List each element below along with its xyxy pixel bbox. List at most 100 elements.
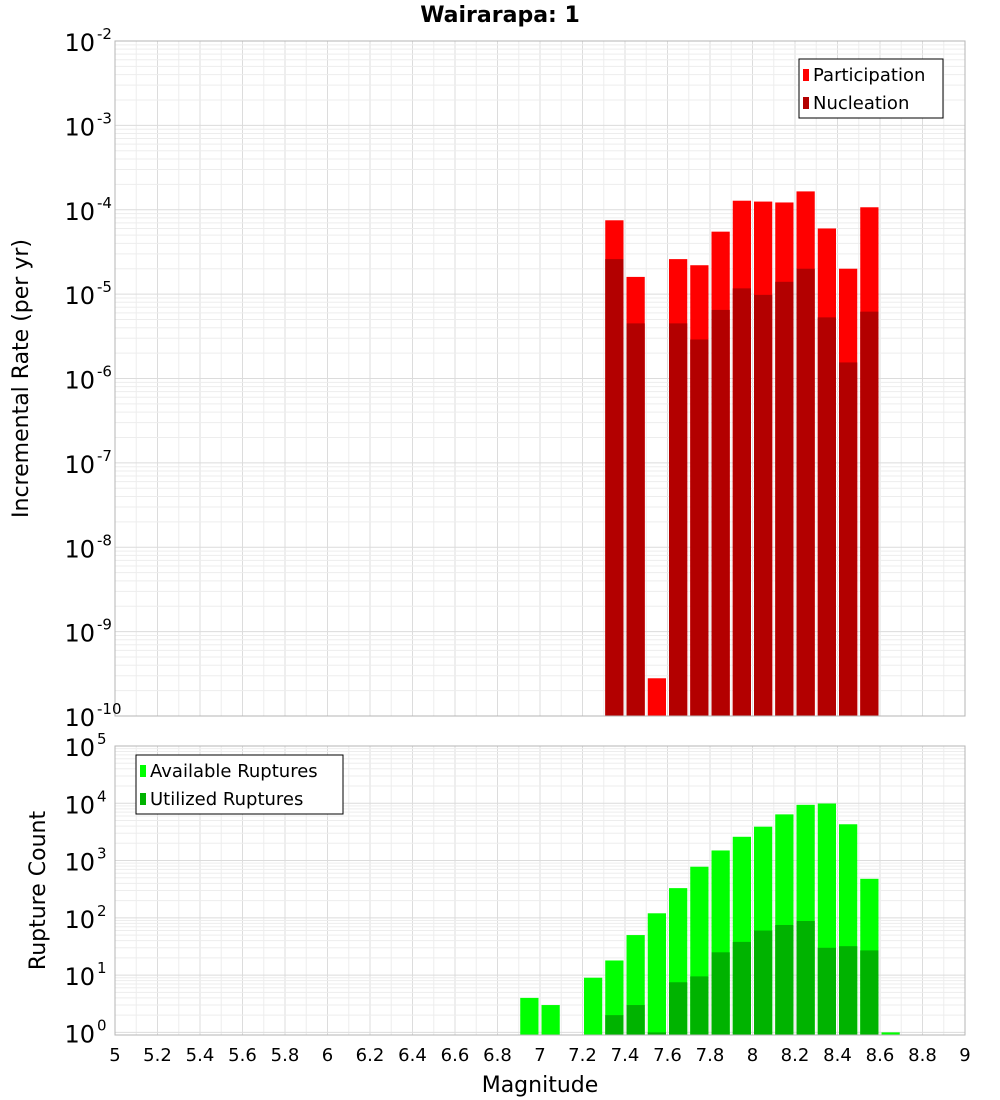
bar-nucleation (626, 323, 645, 716)
y-tick-label: 10 (64, 849, 95, 877)
legend-swatch (140, 793, 146, 805)
x-tick-label: 7.4 (611, 1045, 640, 1066)
x-tick-label: 5.4 (186, 1045, 215, 1066)
legend-swatch (140, 765, 146, 777)
bar-available-ruptures (520, 997, 539, 1035)
y-tick-label: 10 (64, 113, 95, 141)
bar-utilized-ruptures (775, 924, 794, 1035)
y-tick-exponent: -7 (97, 447, 112, 465)
y-tick-label: 10 (64, 963, 95, 991)
x-tick-label: 8.4 (823, 1045, 852, 1066)
legend-label: Utilized Ruptures (150, 789, 303, 810)
y-tick-label: 10 (64, 282, 95, 310)
y-tick-exponent: 1 (97, 959, 107, 977)
y-tick-exponent: -10 (97, 700, 122, 718)
bar-nucleation (690, 339, 709, 716)
bar-nucleation (711, 309, 730, 716)
x-tick-label: 5 (109, 1045, 120, 1066)
y-tick-label: 10 (64, 535, 95, 563)
y-tick-exponent: -5 (97, 278, 112, 296)
plot-frame (114, 40, 966, 717)
x-tick-label: 8 (747, 1045, 758, 1066)
y-tick-label: 10 (64, 620, 95, 648)
bar-utilized-ruptures (605, 1015, 624, 1035)
y-tick-exponent: 2 (97, 902, 107, 920)
x-tick-label: 7.2 (568, 1045, 597, 1066)
legend: Available Ruptures Utilized Ruptures (135, 754, 344, 815)
plot-frame (114, 745, 966, 1036)
x-tick-label: 6.4 (398, 1045, 427, 1066)
y-tick-exponent: -6 (97, 363, 112, 381)
legend-label: Available Ruptures (150, 761, 318, 782)
x-tick-label: 6.6 (441, 1045, 470, 1066)
legend: Participation Nucleation (798, 58, 944, 119)
x-tick-label: 7.8 (696, 1045, 725, 1066)
y-tick-label: 10 (64, 791, 95, 819)
bar-available-ruptures (881, 1032, 900, 1035)
y-tick-exponent: 0 (97, 1016, 107, 1034)
legend-box (135, 754, 344, 815)
y-tick-label: 10 (64, 906, 95, 934)
bar-available-ruptures (647, 913, 666, 1035)
y-tick-exponent: 5 (97, 730, 107, 748)
bar-available-ruptures (541, 1005, 560, 1035)
bar-utilized-ruptures (647, 1032, 666, 1035)
y-tick-label: 10 (64, 1020, 95, 1048)
y-tick-label: 10 (64, 734, 95, 762)
bar-utilized-ruptures (732, 941, 751, 1035)
y-tick-exponent: -3 (97, 109, 112, 127)
x-tick-label: 6.8 (483, 1045, 512, 1066)
y-tick-label: 10 (64, 367, 95, 395)
y-tick-exponent: -2 (97, 25, 112, 43)
bar-available-ruptures (584, 977, 603, 1035)
bar-participation (647, 678, 666, 716)
bottom-panel: 10 010 110 210 310 410 55 5.2 5.4 5.6 5.8 6 6.2 6.4 6.… (64, 730, 970, 1066)
y-tick-label: 10 (64, 198, 95, 226)
bar-utilized-ruptures (817, 947, 836, 1035)
y-tick-exponent: -4 (97, 194, 112, 212)
bar-utilized-ruptures (669, 982, 688, 1035)
bottom-y-axis-label: Rupture Count (26, 811, 51, 971)
bar-nucleation (839, 362, 858, 716)
bar-utilized-ruptures (860, 950, 879, 1035)
y-tick-exponent: -8 (97, 531, 112, 549)
x-axis-label: Magnitude (482, 1073, 599, 1098)
y-tick-label: 10 (64, 451, 95, 479)
bar-utilized-ruptures (754, 930, 773, 1035)
legend-label: Nucleation (813, 93, 909, 114)
x-tick-label: 9 (959, 1045, 970, 1066)
bar-nucleation (605, 259, 624, 716)
bar-nucleation (732, 288, 751, 716)
y-tick-exponent: 3 (97, 845, 107, 863)
bar-utilized-ruptures (690, 976, 709, 1035)
top-y-axis-label: Incremental Rate (per yr) (9, 239, 34, 518)
bar-utilized-ruptures (796, 921, 815, 1035)
bar-nucleation (775, 281, 794, 716)
y-tick-label: 10 (64, 29, 95, 57)
x-tick-label: 8.2 (781, 1045, 810, 1066)
y-tick-exponent: 4 (97, 787, 107, 805)
x-tick-label: 5.6 (228, 1045, 257, 1066)
bar-nucleation (796, 268, 815, 716)
legend-swatch (803, 97, 809, 109)
bar-nucleation (754, 294, 773, 716)
x-tick-label: 7 (534, 1045, 545, 1066)
legend-box (798, 58, 944, 119)
bar-nucleation (669, 323, 688, 716)
x-tick-label: 5.8 (271, 1045, 300, 1066)
y-tick-exponent: -9 (97, 616, 112, 634)
legend-label: Participation (813, 65, 925, 86)
bar-nucleation (860, 311, 879, 716)
x-tick-label: 8.6 (866, 1045, 895, 1066)
x-tick-label: 6.2 (356, 1045, 385, 1066)
bar-utilized-ruptures (839, 946, 858, 1035)
x-tick-label: 8.8 (908, 1045, 937, 1066)
x-tick-label: 5.2 (143, 1045, 172, 1066)
bar-nucleation (817, 317, 836, 716)
legend-swatch (803, 69, 809, 81)
y-tick-label: 10 (64, 704, 95, 732)
bar-utilized-ruptures (626, 1005, 645, 1035)
bar-utilized-ruptures (711, 952, 730, 1035)
x-tick-label: 7.6 (653, 1045, 682, 1066)
